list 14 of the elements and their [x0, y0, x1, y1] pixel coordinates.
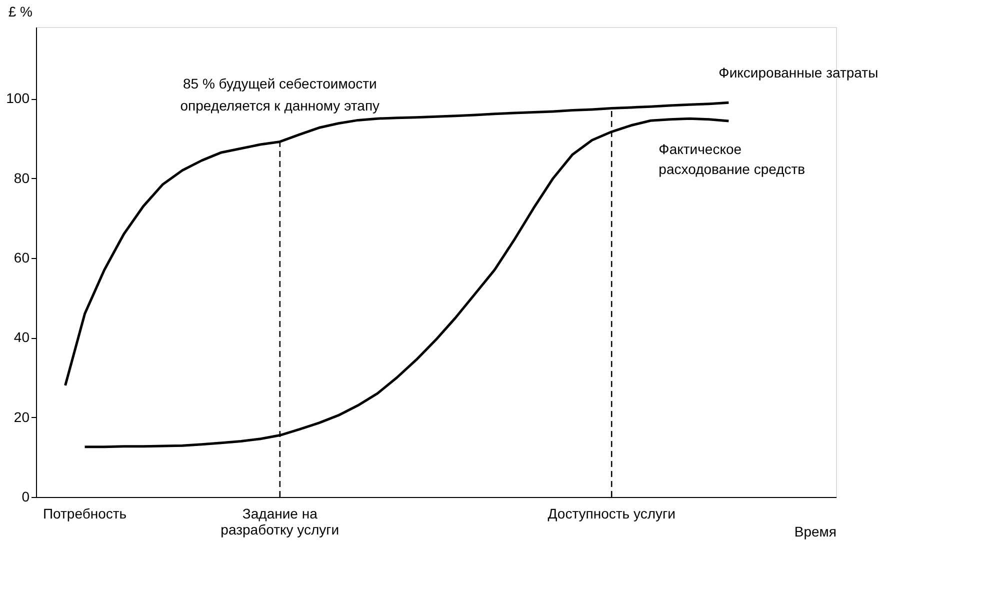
- series-label: Фиксированные затраты: [718, 64, 878, 81]
- y-tick-label: 60: [14, 250, 30, 266]
- y-tick-label: 20: [14, 408, 30, 425]
- y-tick-label: 40: [14, 329, 30, 346]
- y-axis-title: £ %: [8, 4, 32, 20]
- y-tick-label: 80: [14, 170, 30, 186]
- annotation: 85 % будущей себестоимости определяется к данному этапу: [180, 76, 380, 114]
- x-tick-label: Доступность услуги: [548, 506, 676, 522]
- y-tick-label: 100: [6, 90, 30, 106]
- series-label: Фактическое расходование средств: [658, 141, 806, 177]
- x-axis-title: Время: [794, 524, 836, 540]
- x-tick-label: Потребность: [42, 506, 127, 522]
- y-tick-label: 0: [22, 488, 30, 504]
- x-tick-label: Задание на разработку услуги: [220, 506, 340, 538]
